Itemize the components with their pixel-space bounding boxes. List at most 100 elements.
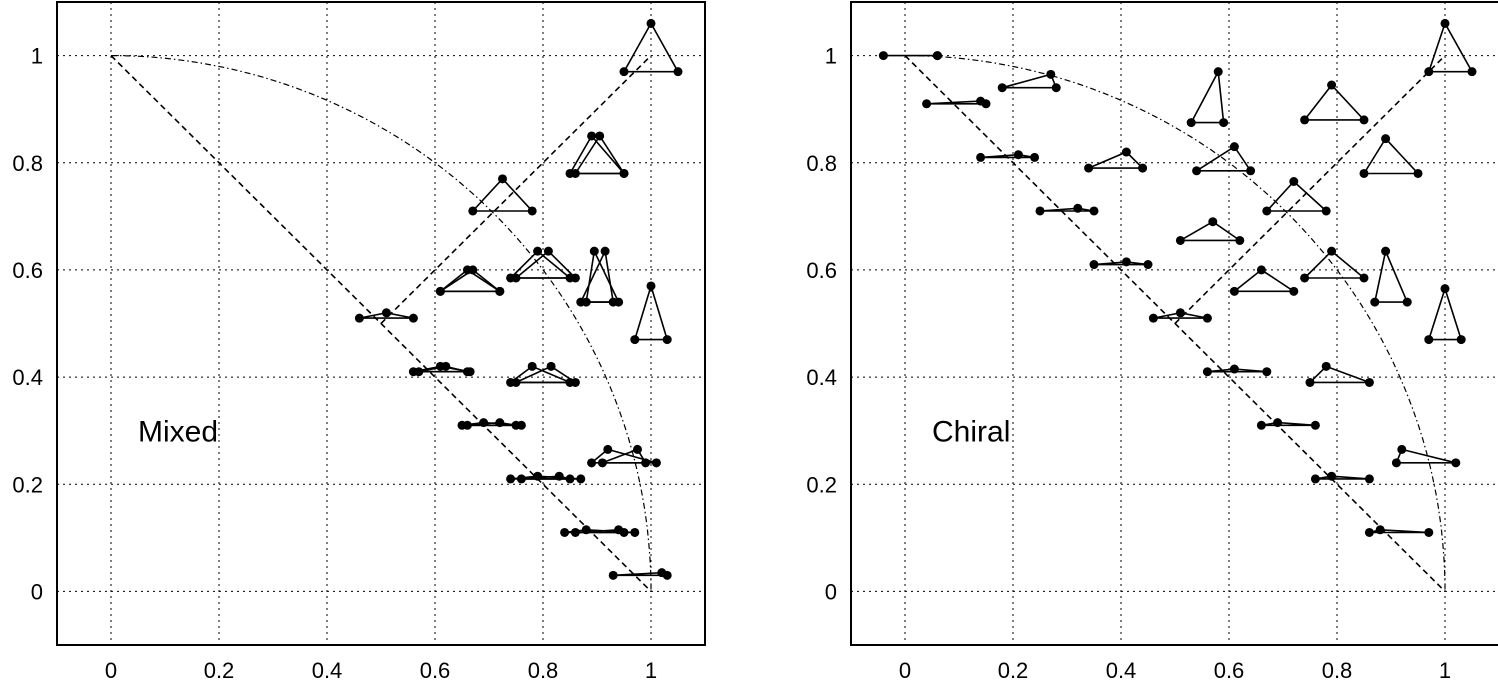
y-tick-label: 0.6 (12, 258, 43, 283)
triangle-markers (878, 18, 1477, 537)
triangle-vertex (1089, 260, 1099, 270)
triangle-vertex (511, 420, 521, 430)
triangle-vertex (511, 377, 521, 387)
triangle-vertex (1424, 67, 1434, 77)
triangle-vertex (587, 458, 597, 468)
triangle-edges (1427, 286, 1463, 341)
triangle-vertex (619, 67, 629, 77)
guide-arc (905, 55, 1446, 592)
triangle-vertex (1175, 235, 1185, 245)
triangle-marker (1359, 134, 1423, 178)
triangle-marker (976, 150, 1040, 162)
triangle-marker (414, 361, 472, 377)
triangle-edges (1232, 268, 1297, 293)
triangle-vertex (576, 474, 586, 484)
triangle-vertex (441, 361, 451, 371)
triangle-vertex (1456, 335, 1466, 345)
triangle-vertex (1440, 18, 1450, 28)
x-tick-label: 0.8 (1322, 658, 1353, 683)
triangle-vertex (468, 206, 478, 216)
x-tick-label: 0.6 (1214, 658, 1245, 683)
triangle-edges (1093, 261, 1149, 266)
x-tick-label: 0 (105, 658, 117, 683)
triangle-vertex (662, 570, 672, 580)
triangle-vertex (662, 335, 672, 345)
triangle-edges (1264, 180, 1329, 212)
triangle-vertex (646, 18, 656, 28)
y-tick-label: 0.6 (806, 258, 837, 283)
triangle-marker (1300, 246, 1369, 283)
triangle-marker (1089, 257, 1153, 270)
triangle-vertex (1327, 246, 1337, 256)
triangle-vertex (570, 377, 580, 387)
triangle-vertex (1175, 308, 1185, 318)
triangle-vertex (1451, 458, 1461, 468)
triangle-edges (980, 153, 1035, 159)
triangle-edges (1261, 421, 1316, 427)
triangle-edges (513, 250, 578, 279)
triangle-vertex (1289, 177, 1299, 187)
triangle-vertex (1310, 474, 1320, 484)
triangle-vertex (1424, 527, 1434, 537)
triangle-edges (633, 283, 669, 341)
triangle-vertex (976, 152, 986, 162)
triangle-marker (1424, 284, 1466, 345)
triangle-vertex (1300, 273, 1310, 283)
triangle-vertex (1229, 364, 1239, 374)
triangle-vertex (570, 527, 580, 537)
tick-labels: 0 0.2 0.4 0.6 0.8 1 0 0.2 0.4 0.6 0.8 1 (12, 44, 657, 683)
triangle-marker (1035, 203, 1099, 216)
triangle-edges (1001, 73, 1058, 89)
triangle-vertex (1391, 458, 1401, 468)
triangle-vertex (1467, 67, 1477, 77)
triangle-vertex (1073, 203, 1083, 213)
triangle-vertex (1364, 377, 1374, 387)
guide-arc (111, 55, 652, 592)
triangle-edges (1302, 250, 1367, 279)
guide-line (904, 55, 1446, 592)
triangle-vertex (1138, 163, 1148, 173)
triangle-edges (1308, 365, 1370, 384)
triangle-vertex (468, 265, 478, 275)
triangle-vertex (560, 527, 570, 537)
y-tick-label: 0 (31, 579, 43, 604)
triangle-edges (585, 248, 620, 303)
grid-lines (57, 2, 705, 645)
triangle-vertex (997, 83, 1007, 93)
triangle-vertex (1229, 142, 1239, 152)
triangle-vertex (597, 458, 607, 468)
triangle-vertex (1035, 206, 1045, 216)
triangle-marker (878, 51, 942, 61)
guide-line (1174, 55, 1446, 325)
triangle-edges (1039, 207, 1095, 212)
triangle-edges (1315, 475, 1370, 480)
triangle-vertex (498, 174, 507, 184)
triangle-vertex (1148, 313, 1158, 323)
y-tick-label: 0.4 (806, 365, 837, 390)
triangle-marker (1175, 217, 1245, 245)
triangle-vertex (1256, 420, 1266, 430)
triangle-vertex (1235, 235, 1245, 245)
triangle-edges (1302, 83, 1366, 121)
triangle-vertex (527, 361, 537, 371)
triangle-edges (521, 475, 571, 480)
triangle-edges (359, 311, 414, 319)
triangle-vertex (1327, 80, 1337, 90)
y-tick-label: 0.2 (806, 472, 837, 497)
triangle-vertex (1256, 265, 1266, 275)
triangle-vertex (878, 51, 888, 61)
triangle-vertex (565, 474, 575, 484)
triangle-vertex (1289, 286, 1299, 296)
triangle-vertex (641, 458, 651, 468)
triangle-vertex (1121, 257, 1131, 267)
triangle-vertex (576, 297, 586, 307)
triangle-edges (467, 421, 517, 427)
triangle-vertex (1381, 134, 1391, 144)
triangle-marker (1186, 67, 1229, 128)
triangle-edges (1369, 528, 1429, 534)
triangle-marker (597, 444, 651, 468)
triangle-vertex (511, 273, 521, 283)
triangle-marker (1300, 80, 1369, 125)
triangle-vertex (1202, 313, 1212, 323)
